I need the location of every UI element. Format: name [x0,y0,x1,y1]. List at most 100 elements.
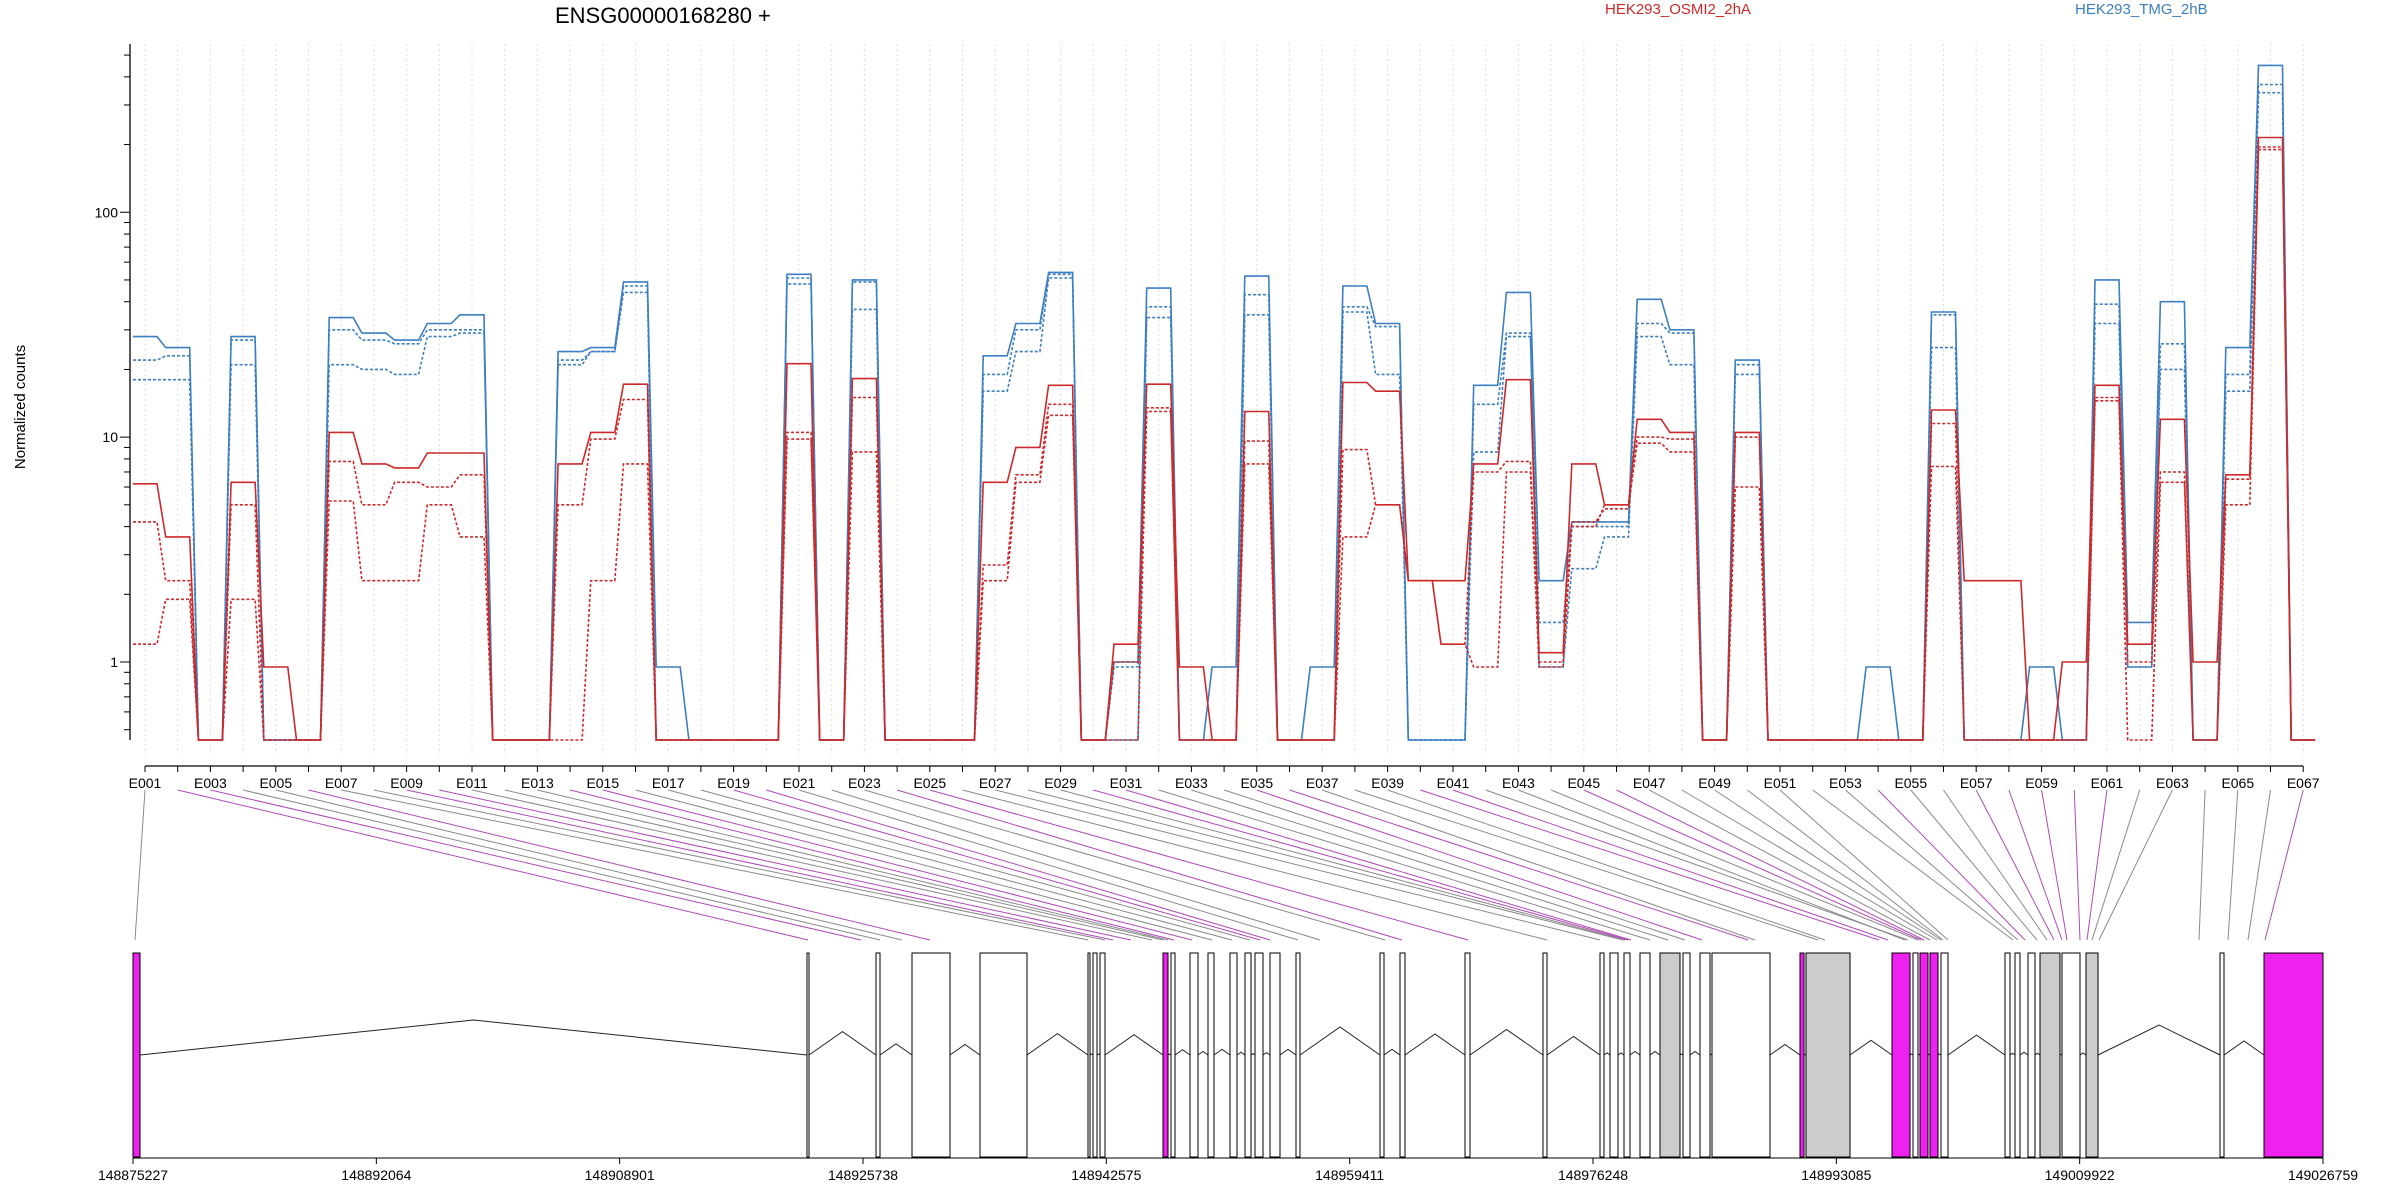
x-tick-label: E021 [783,775,816,791]
exon-connector [134,789,146,941]
coordinate-label: 148976248 [1558,1167,1628,1183]
y-tick-label: 1 [110,654,118,670]
x-tick-label: E049 [1698,775,1731,791]
series-line-osmi2 [133,148,2316,741]
exon-connector [1060,789,1626,941]
exon-box [1623,952,1631,1158]
exon-box [1170,952,1176,1158]
exon-connector [242,789,881,941]
intron-line [1104,1034,1164,1056]
x-tick-label: E051 [1764,775,1797,791]
exon-box [1229,952,1238,1158]
coordinate-label: 148942575 [1071,1167,1141,1183]
exon-box [2039,952,2061,1158]
intron-line [808,1030,877,1056]
x-tick-label: E011 [456,775,488,791]
exon-connector [341,789,1089,941]
chart-title: ENSG00000168280 + [555,3,771,28]
exon-connector [1354,789,1819,941]
exon-connector [2227,789,2239,941]
exon-connector [1420,789,1880,941]
intron-line [2034,1052,2041,1056]
exon-connector [766,789,1271,941]
exon-connector [1877,789,2026,941]
exon-connector [929,789,1469,941]
exon-box [1912,952,1919,1158]
intron-line [879,1043,913,1056]
exon-connector [2247,789,2271,941]
coordinate-label: 148908901 [585,1167,655,1183]
x-tick-label: E023 [848,775,881,791]
exon-connector [1322,789,1756,941]
x-tick-label: E029 [1044,775,1077,791]
y-axis: 1 10 100 [95,44,131,740]
x-tick-label: E033 [1175,775,1208,791]
exon-connector [1746,789,1944,941]
x-tick-label: E037 [1306,775,1339,791]
exon-box [875,952,881,1158]
x-tick-label: E001 [129,775,162,791]
intron-line [1174,1049,1191,1056]
vertical-gridlines [144,44,2304,755]
x-tick-label: E053 [1829,775,1862,791]
intron-line [2009,1052,2016,1056]
exon-box [1295,952,1301,1158]
x-tick-label: E039 [1371,775,1404,791]
exon-connector [1485,789,1909,941]
exon-connector [2086,789,2108,941]
intron-line [1404,1033,1466,1056]
exon-box [911,952,951,1158]
x-tick-label: E031 [1110,775,1143,791]
intron-line [1299,1026,1381,1056]
exon-box [1609,952,1619,1158]
exon-connector [1583,789,1922,941]
exon-connector [831,789,1321,941]
exon-connector [275,789,903,941]
y-tick-label: 10 [102,429,118,445]
exon-connector [1779,789,1949,941]
x-tick-label: E065 [2221,775,2254,791]
exon-box [806,952,810,1158]
intron-line [1469,1028,1544,1056]
intron-line [1213,1048,1231,1056]
exon-connector [471,789,1153,941]
exon-box [1269,952,1281,1158]
exon-connector [995,789,1601,941]
coordinate-label: 148993085 [1801,1167,1871,1183]
coordinate-label: 148875227 [98,1167,168,1183]
exon-connector [2098,789,2173,941]
exon-box [1711,952,1771,1158]
exon-connector [896,789,1403,941]
exon-box [1542,952,1548,1158]
exon-connector [1452,789,1889,941]
exon-connector [700,789,1251,941]
exon-connector [1093,789,1629,941]
exon-box [1254,952,1264,1158]
legend-item-osmi2: HEK293_OSMI2_2hA [1605,1,1751,18]
x-tick-label: E005 [259,775,292,791]
exon-connector [1910,789,2038,941]
exon-connector [1812,789,2014,941]
exon-connector [1943,789,2048,941]
exon-box [1659,952,1681,1158]
exon-box [1799,952,1805,1158]
exon-connector [1550,789,1919,941]
series-line-tmg [133,64,2316,741]
x-tick-label: E041 [1437,775,1470,791]
intron-line [1279,1048,1297,1056]
x-tick-label: E063 [2156,775,2189,791]
x-tick-label: E057 [1960,775,1993,791]
exon-connector [733,789,1261,941]
exon-box [1699,952,1711,1158]
intron-line [1603,1052,1611,1056]
exon-box [2263,952,2324,1158]
exon-connector [962,789,1548,941]
exon-connector [2091,789,2141,941]
exon-connector [1845,789,2019,941]
x-tick-label: E019 [717,775,750,791]
y-tick-label: 100 [95,204,119,220]
exon-connector [1289,789,1749,941]
exon-box [979,952,1028,1158]
intron-line [1383,1048,1401,1056]
series-line-osmi2 [133,146,2316,741]
